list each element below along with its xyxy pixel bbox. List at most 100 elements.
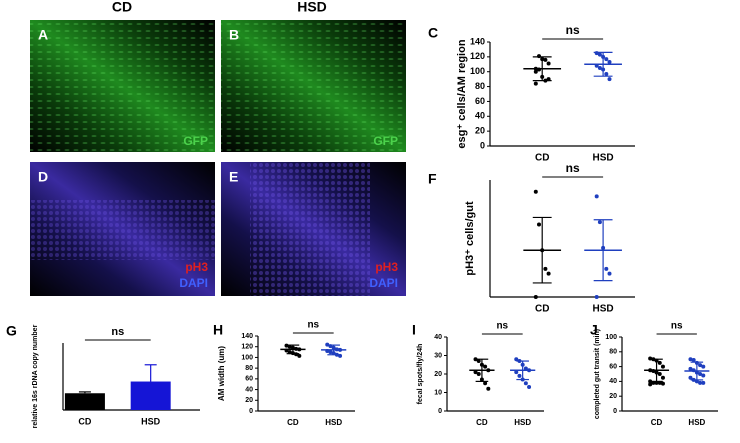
y-axis-label: completed gut transit (min) xyxy=(594,329,601,419)
stain-label: DAPI xyxy=(369,276,398,290)
y-tick-label: 60 xyxy=(475,96,485,106)
data-point xyxy=(607,77,612,82)
y-tick-label: 80 xyxy=(609,349,617,356)
x-tick-label: HSD xyxy=(593,304,614,315)
y-tick-label: 60 xyxy=(245,376,253,383)
data-point xyxy=(527,384,532,389)
data-point xyxy=(537,54,541,59)
data-point xyxy=(523,366,528,371)
stain-label: GFP xyxy=(183,134,208,148)
data-point xyxy=(688,375,693,380)
data-point xyxy=(657,360,662,365)
stain-label: DAPI xyxy=(179,276,208,290)
data-point xyxy=(483,381,488,386)
data-point xyxy=(688,357,693,362)
data-point xyxy=(533,189,538,194)
data-point xyxy=(698,363,703,368)
significance-label: ns xyxy=(671,321,683,332)
bar xyxy=(130,381,171,410)
panel-letter: G xyxy=(6,323,17,339)
x-tick-label: CD xyxy=(78,416,91,426)
data-point xyxy=(594,295,599,299)
panel-letter: D xyxy=(38,169,48,185)
y-axis-label: fecal spots/fly/24h xyxy=(417,344,424,405)
significance-label: ns xyxy=(566,23,580,37)
data-point xyxy=(597,66,602,70)
y-tick-label: 80 xyxy=(245,365,253,372)
y-tick-label: 140 xyxy=(470,36,485,46)
y-tick-label: 20 xyxy=(609,393,617,400)
x-tick-label: HSD xyxy=(514,418,531,427)
y-tick-label: 40 xyxy=(475,111,485,121)
data-point xyxy=(660,375,665,380)
data-point xyxy=(514,357,519,362)
y-tick-label: 0 xyxy=(438,408,442,415)
data-point xyxy=(607,60,612,65)
data-point xyxy=(514,370,519,375)
y-tick-label: 20 xyxy=(245,397,253,404)
stain-label: pH3 xyxy=(185,260,208,274)
x-tick-label: HSD xyxy=(688,418,705,427)
panel-letter: J xyxy=(590,322,598,338)
data-point xyxy=(297,353,302,358)
y-tick-label: 100 xyxy=(605,334,617,341)
y-tick-label: 80 xyxy=(475,81,485,91)
data-point xyxy=(533,295,538,299)
data-point xyxy=(486,386,491,391)
y-axis-label: pH3⁺ cells/gut xyxy=(464,201,476,276)
panel-letter: F xyxy=(428,171,437,187)
x-tick-label: CD xyxy=(287,418,299,427)
y-tick-label: 120 xyxy=(470,51,485,61)
x-tick-label: HSD xyxy=(141,416,161,426)
column-header: CD xyxy=(112,0,132,15)
data-point xyxy=(517,373,522,378)
y-tick-label: 140 xyxy=(241,333,253,340)
data-point xyxy=(701,364,706,369)
x-tick-label: HSD xyxy=(325,418,342,427)
y-axis-label: esg⁺ cells/AM region xyxy=(456,39,468,148)
data-point xyxy=(688,366,693,371)
x-tick-label: CD xyxy=(651,418,663,427)
y-tick-label: 100 xyxy=(241,354,253,361)
panel-letter: I xyxy=(412,322,416,338)
panel-letter: A xyxy=(38,27,48,43)
data-point xyxy=(543,266,548,271)
data-point xyxy=(537,222,541,227)
data-point xyxy=(533,81,538,86)
data-point xyxy=(607,271,612,276)
data-point xyxy=(533,69,538,74)
data-point xyxy=(698,380,703,385)
data-point xyxy=(698,372,703,376)
significance-label: ns xyxy=(307,320,319,331)
data-point xyxy=(691,357,696,362)
y-tick-label: 0 xyxy=(613,408,617,415)
data-point xyxy=(597,220,602,225)
column-header: HSD xyxy=(297,0,327,15)
y-tick-label: 20 xyxy=(434,371,442,378)
panel-letter: H xyxy=(213,322,223,338)
y-axis-label: AM width (um) xyxy=(217,346,226,401)
x-tick-label: CD xyxy=(476,418,488,427)
data-point xyxy=(328,350,333,355)
y-tick-label: 10 xyxy=(434,389,442,396)
data-point xyxy=(473,370,478,375)
data-point xyxy=(660,381,665,386)
y-tick-label: 100 xyxy=(470,66,485,76)
data-point xyxy=(476,359,481,364)
data-point xyxy=(660,364,665,369)
data-point xyxy=(604,266,609,271)
y-axis-label: relative 16s rDNA copy number xyxy=(32,324,39,428)
data-point xyxy=(546,271,551,276)
data-point xyxy=(483,364,488,369)
significance-label: ns xyxy=(496,321,508,332)
data-point xyxy=(648,379,653,384)
significance-label: ns xyxy=(566,161,580,175)
stain-label: pH3 xyxy=(375,260,398,274)
y-tick-label: 40 xyxy=(609,378,617,385)
y-tick-label: 120 xyxy=(241,344,253,351)
data-point xyxy=(546,61,551,66)
data-point xyxy=(648,382,653,387)
data-point xyxy=(287,350,292,355)
y-tick-label: 0 xyxy=(480,140,485,150)
